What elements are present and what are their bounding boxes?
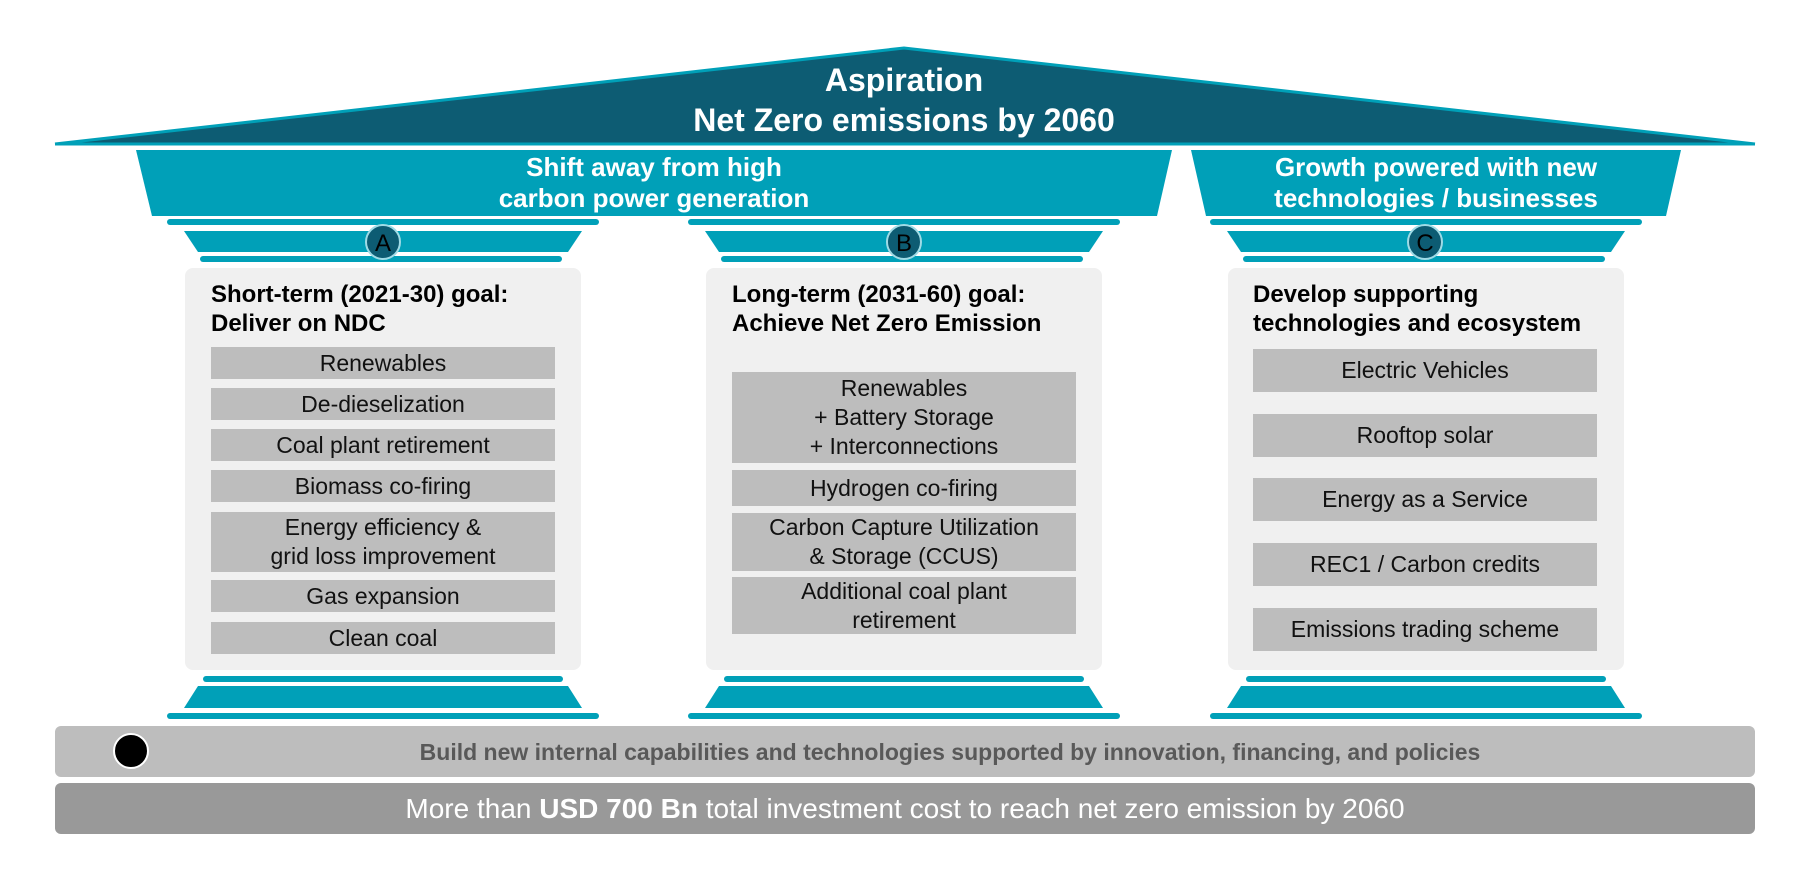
pillar-b-item-line: Carbon Capture Utilization bbox=[769, 514, 1039, 540]
pillar-a-item: Clean coal bbox=[211, 622, 555, 654]
pillar-b-item: Additional coal plant retirement bbox=[732, 577, 1076, 634]
pillar-b-title: Long-term (2031-60) goal: Achieve Net Ze… bbox=[732, 280, 1092, 338]
pillar-a-item: Gas expansion bbox=[211, 580, 555, 612]
pillar-a-item: Renewables bbox=[211, 347, 555, 379]
roof-subtitle: Net Zero emissions by 2060 bbox=[693, 102, 1115, 138]
pillar-c-badge: C bbox=[1407, 224, 1443, 260]
roof-shape bbox=[55, 48, 1755, 143]
investment-prefix: More than bbox=[405, 793, 540, 824]
roof-title: Aspiration bbox=[824, 62, 984, 98]
pillar-b-item-line: Additional coal plant bbox=[801, 577, 1007, 604]
pillar-c-item: REC1 / Carbon credits bbox=[1253, 543, 1597, 586]
pillar-c-title: Develop supporting technologies and ecos… bbox=[1253, 280, 1623, 338]
pillar-a-item-line: grid loss improvement bbox=[270, 543, 496, 569]
pillar-a-title: Short-term (2021-30) goal: Deliver on ND… bbox=[211, 280, 571, 338]
base-c bbox=[1210, 676, 1642, 719]
band-right-line1: Growth powered with new bbox=[1274, 152, 1598, 182]
band-left-line1: Shift away from high bbox=[526, 152, 782, 182]
foundation-bar bbox=[55, 726, 1755, 777]
investment-bar: More than USD 700 Bn total investment co… bbox=[55, 783, 1755, 834]
pillar-a-item-line: Energy efficiency & bbox=[284, 514, 482, 540]
pillar-b-item-line: + Battery Storage bbox=[814, 404, 994, 430]
pillar-b-item-line: Renewables bbox=[840, 375, 968, 401]
band-left-line2: carbon power generation bbox=[498, 183, 810, 213]
pillar-b-title-line2: Achieve Net Zero Emission bbox=[732, 310, 1042, 337]
investment-amount: USD 700 Bn bbox=[539, 793, 698, 824]
pillar-a-title-line2: Deliver on NDC bbox=[211, 310, 386, 337]
roof-edge bbox=[54, 46, 1756, 146]
pillar-a-item: De-dieselization bbox=[211, 388, 555, 420]
pillar-a-item: Energy efficiency & grid loss improvement bbox=[211, 512, 555, 572]
pillar-b-item-line: & Storage (CCUS) bbox=[809, 543, 999, 569]
pillar-b-item-line: + Interconnections bbox=[809, 433, 999, 459]
pillar-c-item: Emissions trading scheme bbox=[1253, 608, 1597, 651]
pillar-a-title-line1: Short-term (2021-30) goal: bbox=[211, 281, 509, 308]
pillar-b-badge: B bbox=[886, 224, 922, 260]
band-left-shape bbox=[136, 150, 1172, 216]
pillar-b-item: Carbon Capture Utilization & Storage (CCU… bbox=[732, 513, 1076, 571]
band-right-text: Growth powered with new technologies / b… bbox=[1191, 152, 1681, 214]
pillar-b-item: Renewables + Battery Storage + Interconnec… bbox=[732, 372, 1076, 463]
investment-suffix: total investment cost to reach net zero … bbox=[697, 793, 1405, 824]
pillar-c-card bbox=[1228, 268, 1624, 670]
pillar-b-title-line1: Long-term (2031-60) goal: bbox=[732, 281, 1026, 308]
base-b bbox=[688, 676, 1120, 719]
pillar-c-title-line2: technologies and ecosystem bbox=[1253, 310, 1582, 337]
foundation-badge: D bbox=[113, 733, 149, 769]
foundation-text: Build new internal capabilities and tech… bbox=[419, 739, 1481, 765]
pillar-c-item: Rooftop solar bbox=[1253, 414, 1597, 457]
pillar-a-badge: A bbox=[365, 224, 401, 260]
band-right-line2: technologies / businesses bbox=[1274, 183, 1598, 213]
pillar-c-item: Electric Vehicles bbox=[1253, 349, 1597, 392]
pillar-b-item-line: retirement bbox=[852, 606, 956, 633]
band-right-shape bbox=[1191, 150, 1681, 216]
pillar-a-item: Biomass co-firing bbox=[211, 470, 555, 502]
pillar-a-item: Coal plant retirement bbox=[211, 429, 555, 461]
pillar-b-item: Hydrogen co-firing bbox=[732, 470, 1076, 506]
base-a bbox=[167, 676, 599, 719]
pillar-c-title-line1: Develop supporting bbox=[1253, 281, 1479, 308]
band-left-text: Shift away from high carbon power genera… bbox=[136, 152, 1172, 214]
pillar-c-item: Energy as a Service bbox=[1253, 478, 1597, 521]
